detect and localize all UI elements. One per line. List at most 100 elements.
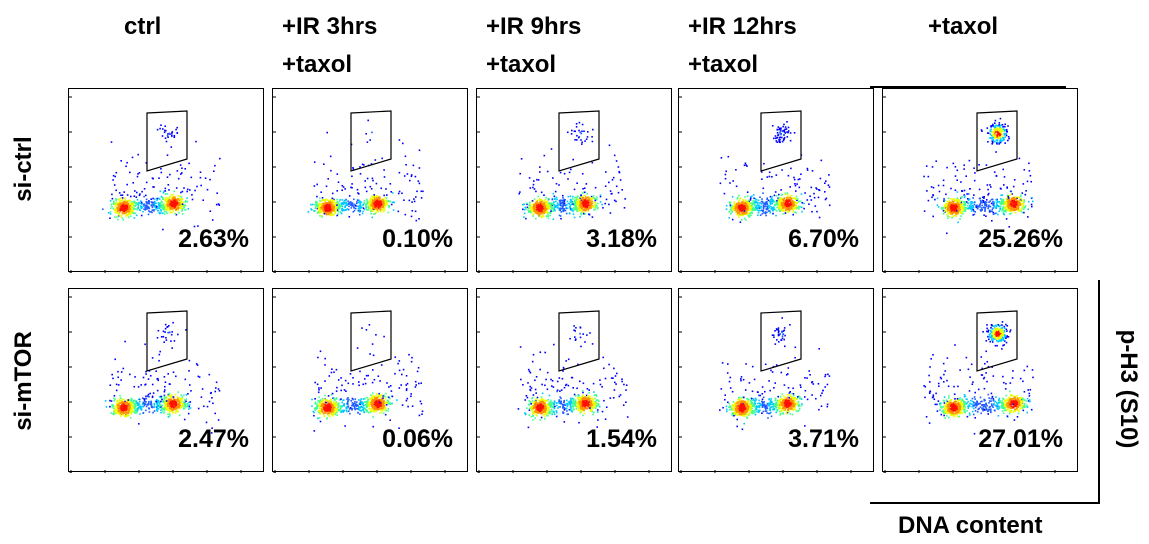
event-point <box>719 182 722 185</box>
event-point <box>119 394 121 397</box>
event-point <box>784 200 787 202</box>
event-point <box>592 195 595 197</box>
event-point <box>550 205 552 207</box>
event-point <box>164 213 166 215</box>
event-point <box>162 203 165 205</box>
event-point <box>927 199 930 202</box>
event-point <box>172 210 174 212</box>
event-point <box>170 207 173 209</box>
event-point <box>592 205 594 208</box>
gated-event-point <box>779 139 781 141</box>
event-point <box>1012 185 1015 188</box>
event-point <box>588 207 591 209</box>
event-point <box>392 209 395 211</box>
event-point <box>157 204 160 206</box>
event-point <box>379 206 381 208</box>
event-point <box>532 183 535 186</box>
event-point <box>379 207 382 209</box>
event-point <box>971 207 973 210</box>
event-point <box>365 205 367 207</box>
event-point <box>533 198 536 200</box>
event-point <box>531 200 534 202</box>
event-point <box>961 196 963 198</box>
event-point <box>740 219 743 221</box>
event-point <box>743 164 746 167</box>
event-point <box>340 205 342 207</box>
event-point <box>952 201 955 203</box>
gated-event-point <box>776 141 778 143</box>
event-point <box>541 207 543 210</box>
event-point <box>571 208 573 210</box>
event-point <box>367 209 370 211</box>
event-point <box>112 174 115 177</box>
event-point <box>952 205 954 207</box>
event-point <box>757 199 760 202</box>
event-point <box>599 194 602 196</box>
event-point <box>782 204 784 207</box>
event-point <box>741 214 744 216</box>
event-point <box>125 165 127 168</box>
event-point <box>800 193 803 195</box>
event-point <box>165 201 167 203</box>
event-point <box>828 174 830 176</box>
event-point <box>588 213 590 215</box>
event-point <box>562 201 564 203</box>
event-point <box>742 204 745 207</box>
event-point <box>373 213 375 215</box>
event-point <box>325 201 327 204</box>
event-point <box>1008 208 1011 210</box>
event-point <box>382 202 385 205</box>
event-point <box>572 210 574 213</box>
event-point <box>984 209 986 211</box>
event-point <box>552 205 555 207</box>
event-point <box>777 199 780 202</box>
event-point <box>941 208 944 210</box>
event-point <box>310 203 312 206</box>
event-point <box>579 200 582 203</box>
event-point <box>608 144 611 147</box>
event-point <box>381 201 384 203</box>
event-point <box>130 195 132 198</box>
event-point <box>523 203 525 206</box>
event-point <box>366 198 368 201</box>
gated-event-point <box>783 130 785 132</box>
event-point <box>123 191 125 193</box>
event-point <box>538 199 541 201</box>
event-point <box>1020 207 1023 210</box>
event-point <box>799 206 802 208</box>
event-point <box>206 188 209 191</box>
gated-event-point <box>367 119 369 122</box>
event-point <box>943 198 945 200</box>
event-point <box>955 203 958 205</box>
event-point <box>991 198 994 201</box>
event-point <box>947 209 949 212</box>
event-point <box>532 213 534 216</box>
gated-event-point <box>996 142 998 144</box>
event-point <box>533 203 536 206</box>
event-point <box>377 201 380 204</box>
event-point <box>566 207 569 210</box>
event-point <box>319 205 321 207</box>
event-point <box>1019 194 1022 197</box>
event-point <box>382 201 385 204</box>
event-point <box>184 205 187 207</box>
event-point <box>583 187 586 189</box>
event-point <box>540 205 543 208</box>
event-point <box>786 198 789 201</box>
event-point <box>992 200 994 203</box>
event-point <box>957 200 960 203</box>
event-point <box>964 195 966 197</box>
event-point <box>725 170 727 173</box>
event-point <box>153 198 156 200</box>
event-point <box>739 221 742 223</box>
gated-event-point <box>366 141 369 143</box>
event-point <box>160 168 162 170</box>
event-point <box>942 207 945 209</box>
event-point <box>540 212 543 215</box>
event-point <box>798 205 800 208</box>
event-point <box>334 211 336 213</box>
gated-event-point <box>1003 132 1006 135</box>
event-point <box>371 207 374 210</box>
event-point <box>824 182 826 184</box>
event-point <box>378 206 381 209</box>
